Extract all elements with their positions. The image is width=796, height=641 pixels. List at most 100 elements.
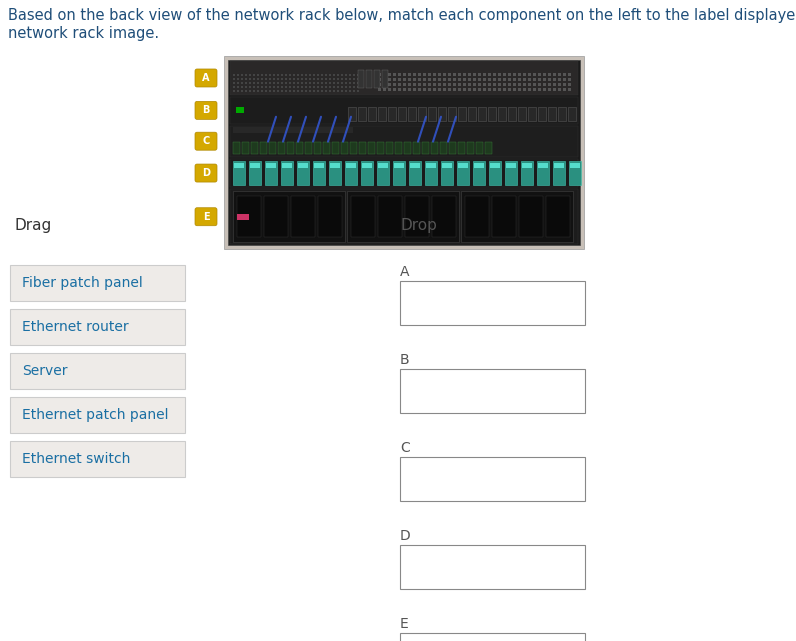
Bar [269, 142, 276, 154]
Bar [533, 78, 536, 81]
Bar [341, 78, 343, 80]
Bar [269, 90, 271, 92]
Bar [285, 82, 287, 84]
Bar [289, 86, 291, 88]
Bar [468, 73, 471, 76]
Text: D: D [202, 168, 210, 178]
Bar [483, 73, 486, 76]
Bar [233, 142, 240, 154]
Bar [423, 88, 426, 91]
Bar [503, 83, 506, 86]
Bar [305, 78, 307, 80]
Bar [400, 457, 585, 501]
Bar [458, 83, 461, 86]
Bar [538, 88, 541, 91]
Bar [309, 90, 311, 92]
Bar [357, 74, 359, 76]
Bar [297, 86, 299, 88]
Bar [393, 78, 396, 81]
Bar [361, 161, 373, 185]
Bar [468, 107, 476, 121]
Bar [261, 82, 263, 84]
Bar [358, 70, 364, 88]
Bar [463, 78, 466, 81]
Bar [543, 73, 546, 76]
Bar [345, 86, 347, 88]
Bar [265, 86, 267, 88]
Bar [318, 197, 342, 237]
Bar [313, 86, 315, 88]
Bar [508, 83, 511, 86]
Bar [438, 73, 441, 76]
Bar [548, 88, 551, 91]
Bar [237, 214, 249, 220]
Bar [492, 197, 516, 237]
Bar [513, 78, 516, 81]
Bar [548, 78, 551, 81]
Text: A: A [202, 73, 210, 83]
Bar [518, 107, 526, 121]
Bar [408, 107, 416, 121]
Bar [351, 197, 375, 237]
Bar [277, 78, 279, 80]
Bar [468, 88, 471, 91]
Bar [463, 73, 466, 76]
Bar [543, 83, 546, 86]
Bar [257, 78, 259, 80]
Bar [359, 142, 366, 154]
Bar [528, 78, 531, 81]
Bar [398, 107, 406, 121]
Bar [305, 90, 307, 92]
Bar [241, 90, 243, 92]
Bar [332, 142, 339, 154]
Bar [236, 107, 244, 113]
Bar [323, 142, 330, 154]
Bar [413, 73, 416, 76]
Bar [378, 73, 381, 76]
Bar [329, 90, 331, 92]
Bar [398, 88, 401, 91]
Bar [273, 90, 275, 92]
Bar [418, 88, 421, 91]
Bar [463, 83, 466, 86]
Bar [377, 161, 389, 185]
Bar [333, 74, 335, 76]
Bar [277, 86, 279, 88]
Bar [266, 163, 276, 168]
Bar [383, 78, 386, 81]
Bar [353, 86, 355, 88]
Bar [297, 90, 299, 92]
Bar [321, 78, 323, 80]
Bar [10, 397, 185, 433]
Bar [345, 78, 347, 80]
Bar [317, 74, 319, 76]
Bar [230, 61, 578, 95]
Bar [408, 78, 411, 81]
Bar [413, 78, 416, 81]
Bar [329, 82, 331, 84]
Bar [349, 90, 351, 92]
Bar [518, 78, 521, 81]
Text: C: C [202, 136, 209, 146]
Bar [273, 82, 275, 84]
Bar [341, 86, 343, 88]
Bar [237, 197, 261, 237]
Bar [241, 78, 243, 80]
Bar [453, 73, 456, 76]
Bar [553, 161, 565, 185]
Bar [245, 82, 247, 84]
Bar [293, 74, 295, 76]
Bar [490, 163, 500, 168]
Bar [528, 83, 531, 86]
Bar [333, 90, 335, 92]
Bar [297, 82, 299, 84]
Bar [378, 88, 381, 91]
Bar [301, 74, 303, 76]
Bar [224, 56, 584, 249]
Bar [358, 107, 366, 121]
Bar [273, 86, 275, 88]
Bar [442, 163, 452, 168]
Bar [558, 107, 566, 121]
Bar [305, 82, 307, 84]
Bar [309, 78, 311, 80]
